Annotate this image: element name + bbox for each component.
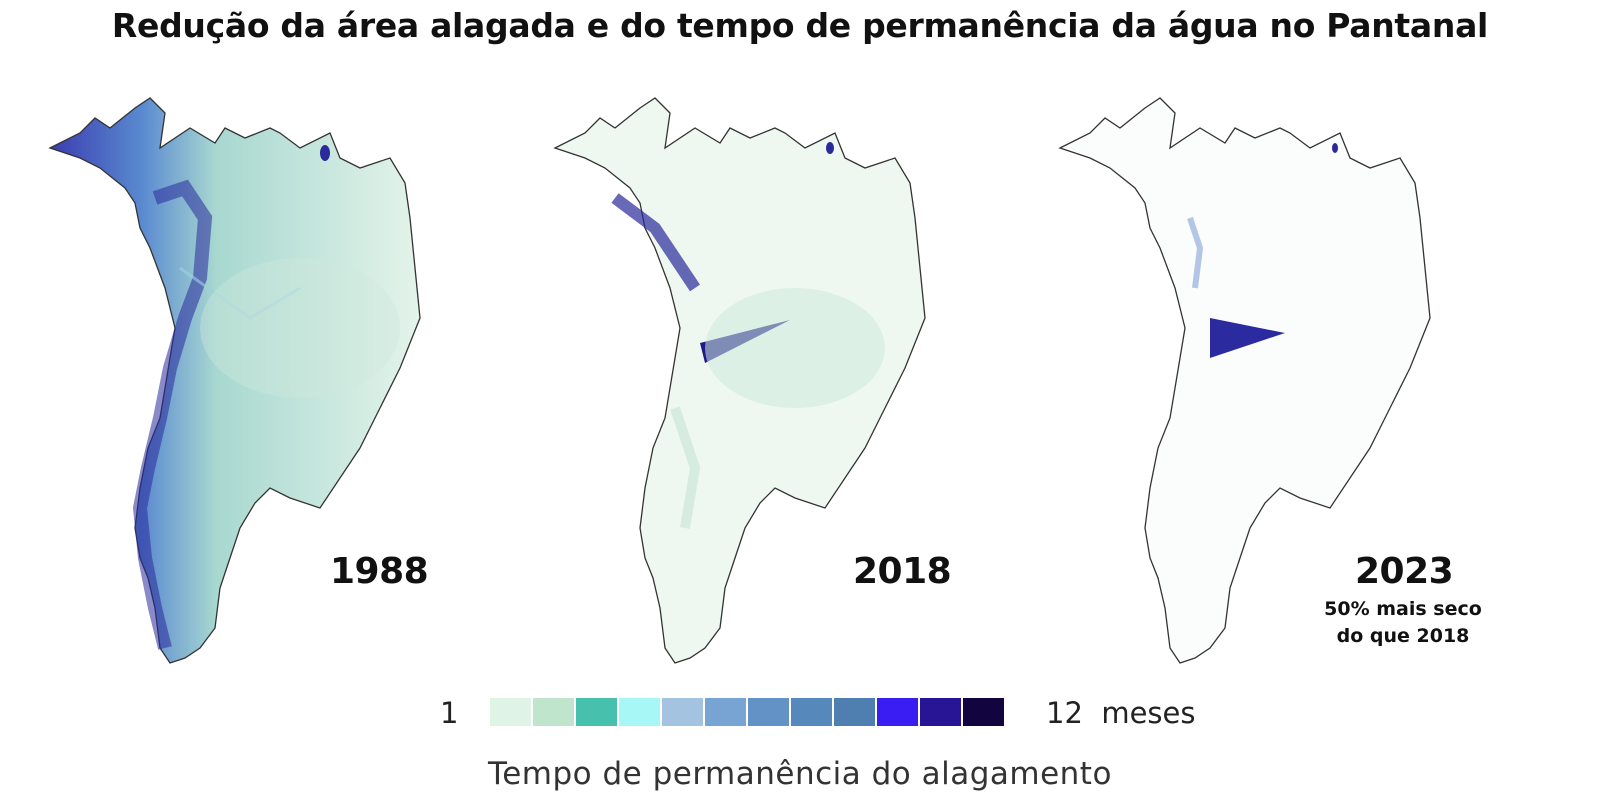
legend-max-label: 12 meses [1046, 696, 1196, 730]
legend-min-label: 1 [440, 696, 459, 730]
legend-swatch [533, 698, 574, 726]
legend-swatch [877, 698, 918, 726]
legend-swatch [490, 698, 531, 726]
pantanal-map-2018 [553, 97, 926, 664]
legend-swatch [834, 698, 875, 726]
legend-swatch [963, 698, 1004, 726]
map-year-label: 1988 [330, 551, 429, 592]
map-year-label: 2023 [1355, 551, 1454, 592]
pantanal-outline [1058, 97, 1431, 664]
legend-swatch [662, 698, 703, 726]
legend-swatch [619, 698, 660, 726]
map-note-line-2: do que 2018 [1336, 625, 1470, 647]
legend-swatch [920, 698, 961, 726]
map-panel-1988: 1988 [40, 88, 460, 678]
map-year-label: 2018 [853, 551, 952, 592]
pantanal-map-2023 [1058, 97, 1431, 664]
map-note-line-1: 50% mais seco [1324, 598, 1482, 620]
map-panel-2023: 2023 50% mais seco do que 2018 [1050, 88, 1482, 678]
legend-swatch [791, 698, 832, 726]
legend-axis-label: Tempo de permanência do alagamento [488, 756, 1112, 792]
legend-swatch [748, 698, 789, 726]
legend-swatch [705, 698, 746, 726]
pantanal-map-1988 [48, 97, 421, 664]
page-title: Redução da área alagada e do tempo de pe… [111, 6, 1489, 45]
legend-swatch [576, 698, 617, 726]
map-panel-2018: 2018 [545, 88, 965, 678]
color-legend: 1 12 meses [0, 696, 1600, 736]
maps-row: 1988 2018 2023 50% mais seco do que 2018 [0, 88, 1600, 678]
